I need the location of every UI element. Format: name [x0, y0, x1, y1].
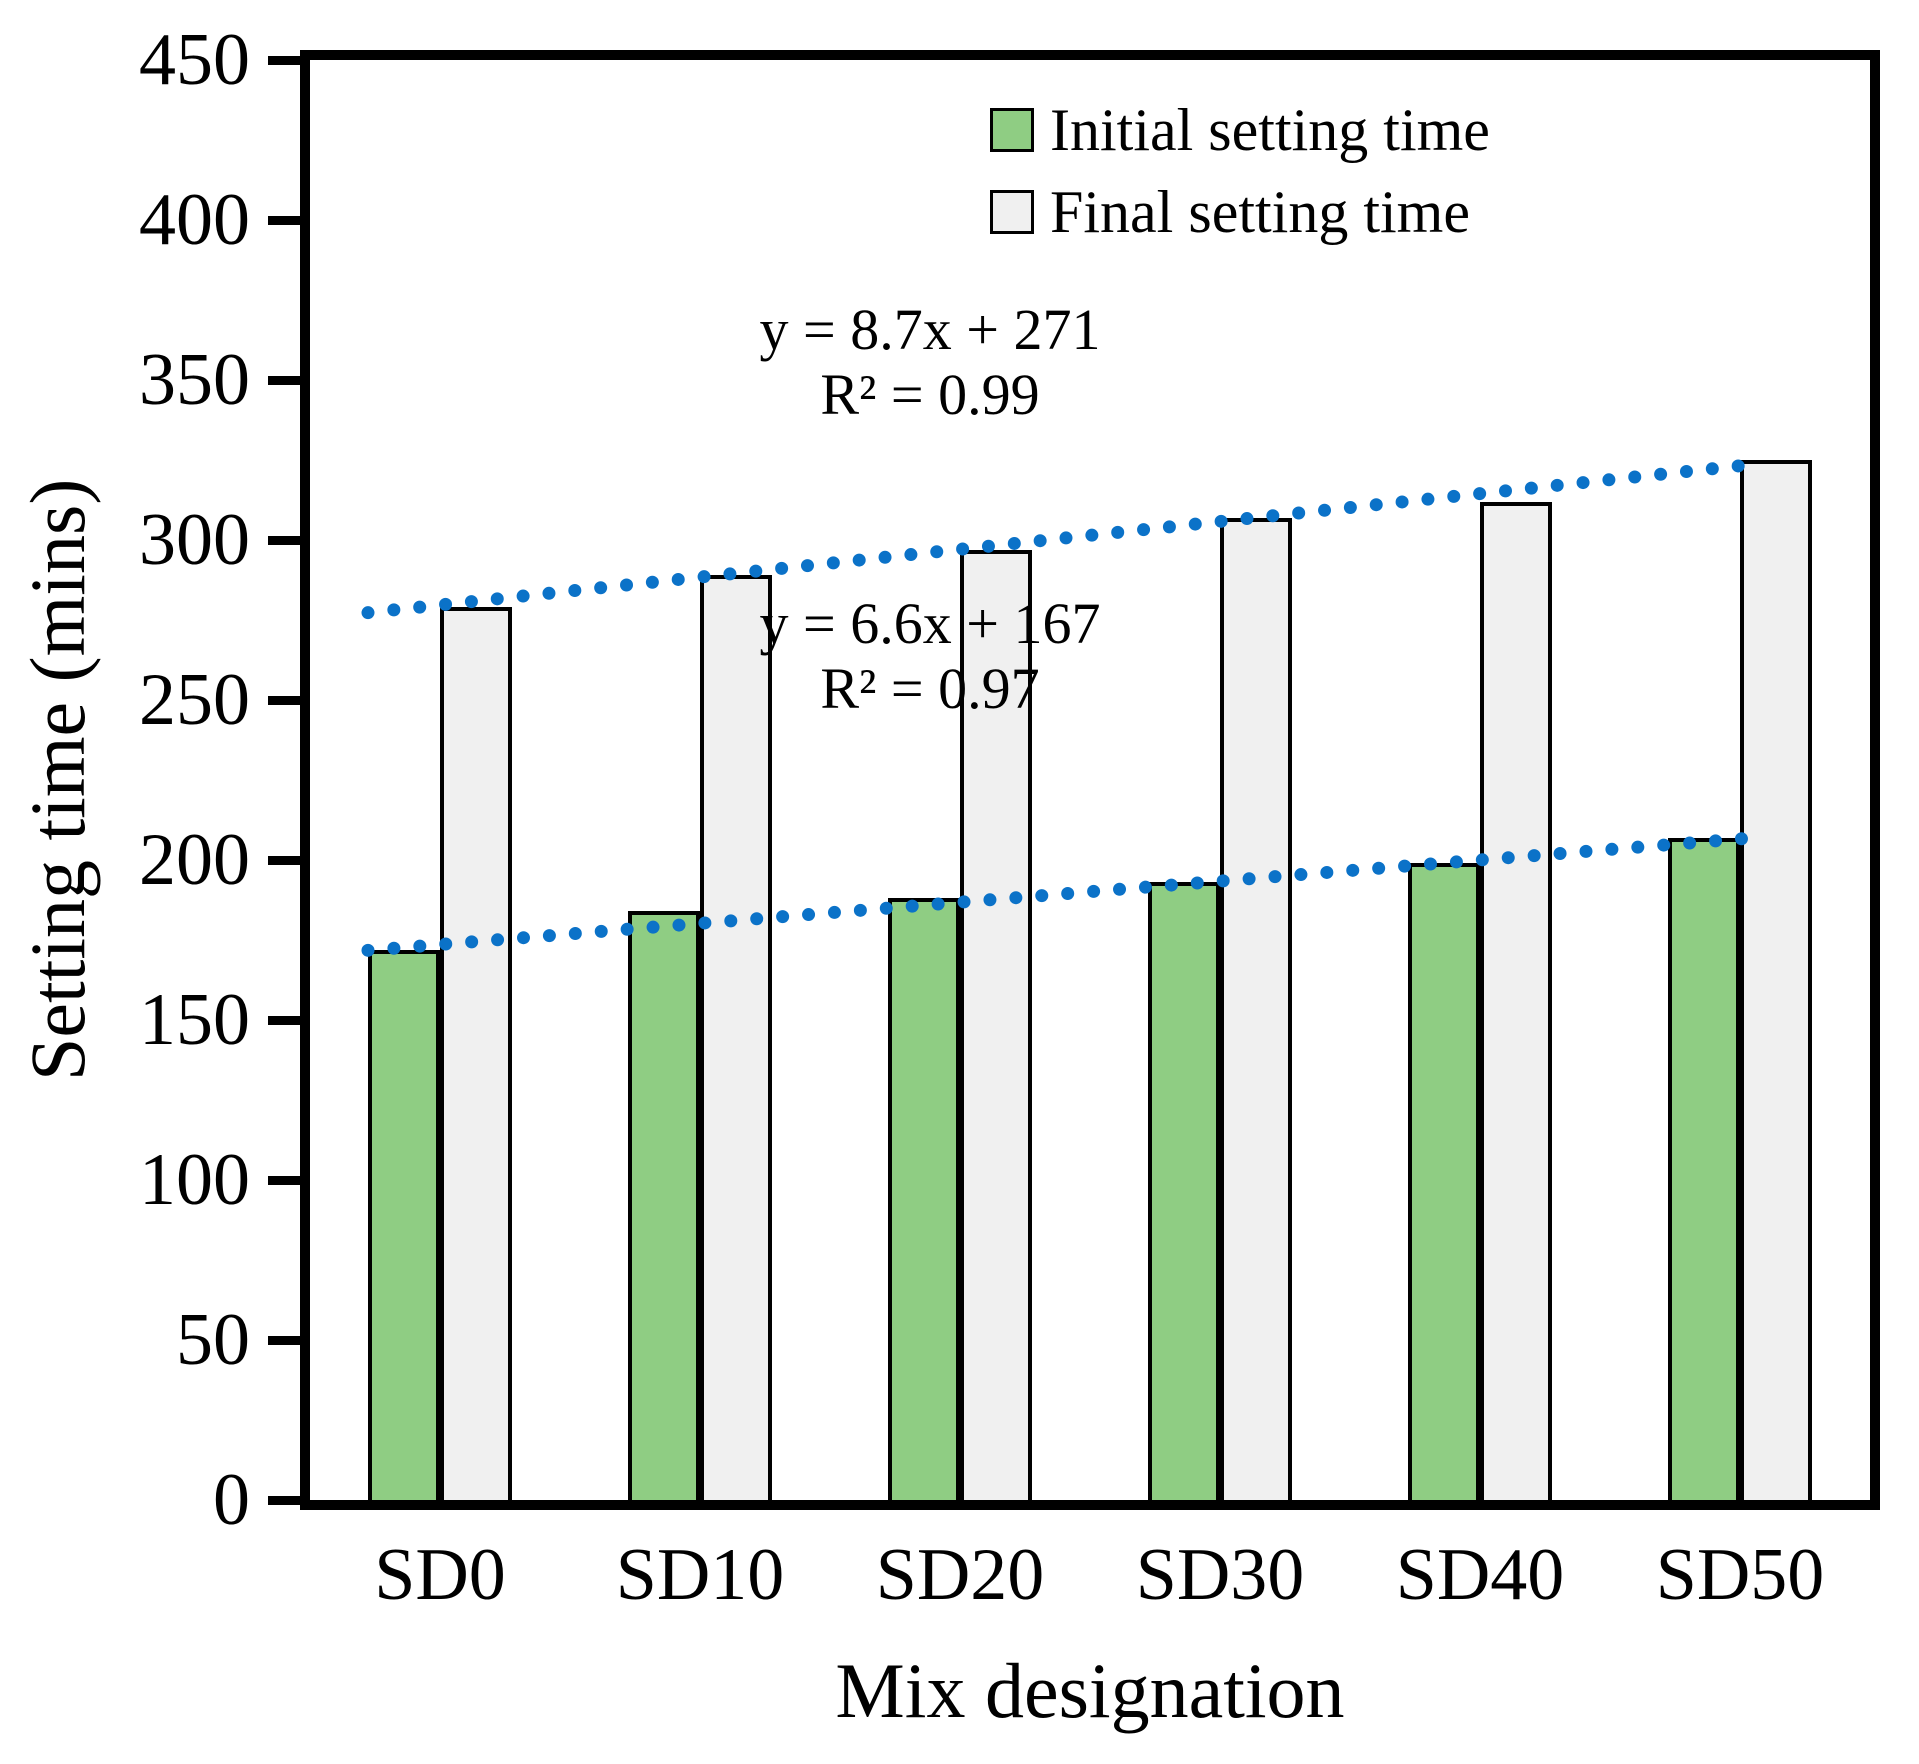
legend: Initial setting time Final setting time: [990, 100, 1490, 242]
y-tick-300: [268, 535, 300, 545]
y-tick-400: [268, 215, 300, 225]
y-tick-150: [268, 1015, 300, 1025]
bar-final-sd20: [960, 549, 1032, 1500]
bar-initial-sd50: [1668, 837, 1740, 1500]
y-tick-350: [268, 375, 300, 385]
x-label-sd0: SD0: [374, 1534, 506, 1616]
plot-area: Initial setting time Final setting time …: [300, 50, 1880, 1510]
x-label-sd10: SD10: [615, 1534, 785, 1616]
legend-item-final: Final setting time: [990, 182, 1490, 242]
y-tick-50: [268, 1335, 300, 1345]
trendline-equation-initial: y = 6.6x + 167: [759, 591, 1101, 656]
bar-final-sd30: [1220, 517, 1292, 1500]
bar-final-sd50: [1740, 460, 1812, 1500]
trendline-r2-initial: R² = 0.97: [820, 655, 1040, 721]
bar-final-sd10: [700, 575, 772, 1500]
legend-label-initial: Initial setting time: [1050, 97, 1490, 163]
bar-final-sd40: [1480, 501, 1552, 1500]
x-label-sd40: SD40: [1395, 1534, 1565, 1616]
x-label-sd20: SD20: [875, 1534, 1045, 1616]
trendline-annotation-final: y = 8.7x + 271 R² = 0.99: [700, 297, 1160, 428]
bar-initial-sd0: [368, 949, 440, 1500]
bar-group-sd50: [1610, 60, 1870, 1500]
bar-final-sd0: [440, 607, 512, 1500]
y-tick-250: [268, 695, 300, 705]
trendline-equation-final: y = 8.7x + 271: [759, 297, 1101, 362]
trendline-annotation-initial: y = 6.6x + 167 R² = 0.97: [700, 591, 1160, 722]
bar-group-sd0: [310, 60, 570, 1500]
bar-group-sd20: [830, 60, 1090, 1500]
bar-group-sd30: [1090, 60, 1350, 1500]
trendline-r2-final: R² = 0.99: [820, 361, 1040, 427]
legend-swatch-final: [990, 190, 1034, 234]
bar-initial-sd30: [1148, 882, 1220, 1500]
y-axis-title: Setting time (mins): [14, 478, 101, 1082]
bars-layer: [310, 60, 1870, 1500]
bar-group-sd10: [570, 60, 830, 1500]
x-label-sd30: SD30: [1135, 1534, 1305, 1616]
bar-initial-sd20: [888, 898, 960, 1500]
legend-item-initial: Initial setting time: [990, 100, 1490, 160]
y-tick-450: [268, 55, 300, 65]
y-tick-100: [268, 1175, 300, 1185]
bar-initial-sd40: [1408, 863, 1480, 1500]
bar-initial-sd10: [628, 911, 700, 1500]
legend-label-final: Final setting time: [1050, 179, 1470, 245]
y-tick-0: [268, 1495, 300, 1505]
legend-swatch-initial: [990, 108, 1034, 152]
x-label-sd50: SD50: [1655, 1534, 1825, 1616]
bar-group-sd40: [1350, 60, 1610, 1500]
y-tick-200: [268, 855, 300, 865]
x-axis-title: Mix designation: [835, 1647, 1345, 1734]
